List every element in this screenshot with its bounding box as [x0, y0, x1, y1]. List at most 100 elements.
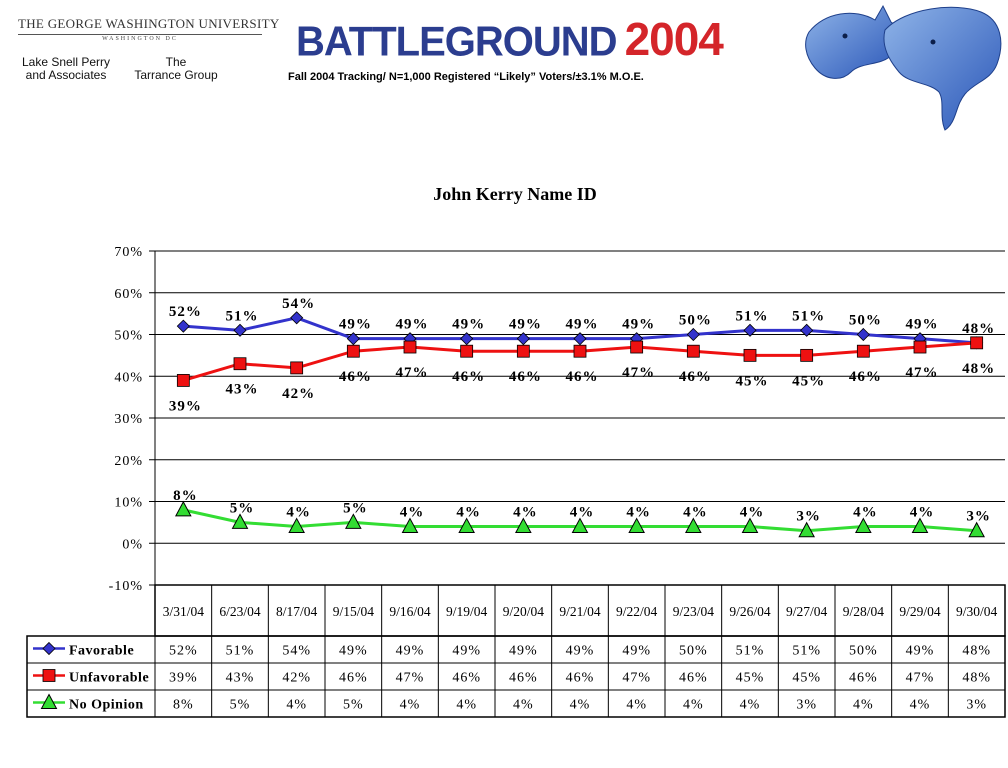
no-opinion-point: [968, 521, 986, 538]
favorable-data-label: 49%: [396, 317, 429, 333]
unfavorable-table-cell: 46%: [679, 671, 708, 686]
favorable-table-cell: 51%: [792, 644, 821, 659]
y-tick-label: 0%: [122, 537, 143, 552]
unfavorable-point: [176, 374, 190, 387]
favorable-data-label: 51%: [792, 308, 825, 324]
favorable-table-cell: 51%: [736, 644, 765, 659]
unfavorable-data-label: 46%: [339, 369, 372, 385]
favorable-point: [176, 319, 190, 333]
no-opinion-point: [798, 521, 816, 538]
unfavorable-point: [233, 357, 247, 371]
favorable-table-cell: 49%: [566, 644, 595, 659]
x-tick-label: 9/22/04: [616, 604, 658, 619]
unfavorable-table-cell: 46%: [339, 671, 368, 686]
no-opinion-table-cell: 4%: [286, 698, 307, 713]
unfavorable-data-label: 39%: [169, 398, 202, 414]
no-opinion-point: [514, 517, 532, 534]
favorable-table-cell: 49%: [906, 644, 935, 659]
university-logo: THE GEORGE WASHINGTON UNIVERSITY WASHING…: [18, 16, 279, 42]
favorable-point: [346, 332, 360, 346]
favorable-table-cell: 50%: [679, 644, 708, 659]
no-opinion-data-label: 4%: [740, 505, 765, 521]
unfavorable-data-label: 45%: [792, 373, 825, 389]
y-tick-label: 60%: [114, 287, 143, 302]
unfavorable-table-cell: 46%: [566, 671, 595, 686]
unfavorable-data-label: 45%: [736, 373, 769, 389]
favorable-table-cell: 54%: [282, 644, 311, 659]
no-opinion-legend-marker: [40, 693, 58, 709]
favorable-point: [573, 332, 587, 346]
x-tick-label: 9/20/04: [503, 604, 545, 619]
favorable-data-label: 51%: [226, 308, 259, 324]
x-tick-label: 9/16/04: [389, 604, 431, 619]
unfavorable-data-label: 47%: [396, 365, 429, 381]
favorable-data-label: 49%: [339, 317, 372, 333]
chart-title: John Kerry Name ID: [433, 184, 597, 204]
no-opinion-data-label: 4%: [286, 505, 311, 521]
no-opinion-table-cell: 3%: [796, 698, 817, 713]
x-tick-label: 6/23/04: [219, 604, 261, 619]
unfavorable-legend-marker: [42, 669, 56, 682]
unfavorable-table-cell: 42%: [282, 671, 311, 686]
no-opinion-table-cell: 4%: [683, 698, 704, 713]
partner2-line2: Tarrance Group: [134, 68, 218, 82]
favorable-data-label: 49%: [906, 317, 939, 333]
favorable-table-cell: 49%: [339, 644, 368, 659]
y-tick-label: 70%: [114, 245, 143, 260]
favorable-point: [743, 323, 757, 337]
unfavorable-point: [403, 340, 417, 354]
unfavorable-table-cell: 46%: [509, 671, 538, 686]
unfavorable-table-cell: 45%: [792, 671, 821, 686]
x-tick-label: 8/17/04: [276, 604, 318, 619]
y-tick-label: 30%: [114, 412, 143, 427]
unfavorable-legend-label: Unfavorable: [69, 671, 149, 686]
x-tick-label: 9/30/04: [956, 604, 998, 619]
y-tick-label: 40%: [114, 370, 143, 385]
favorable-data-label: 49%: [622, 317, 655, 333]
unfavorable-point: [516, 344, 530, 358]
no-opinion-table-cell: 5%: [343, 698, 364, 713]
no-opinion-point: [231, 513, 249, 529]
logo-word: BATTLEGROUND: [296, 18, 618, 66]
no-opinion-data-label: 5%: [343, 500, 368, 516]
favorable-legend-marker: [42, 641, 56, 656]
x-tick-label: 9/26/04: [729, 604, 771, 619]
no-opinion-data-label: 3%: [966, 509, 991, 525]
no-opinion-table-cell: 5%: [230, 698, 251, 713]
favorable-point: [233, 323, 247, 337]
no-opinion-legend-label: No Opinion: [69, 698, 144, 713]
y-tick-label: 20%: [114, 454, 143, 469]
no-opinion-point: [174, 500, 192, 517]
unfavorable-point: [630, 340, 644, 354]
favorable-table-cell: 49%: [396, 644, 425, 659]
no-opinion-table-cell: 4%: [456, 698, 477, 713]
favorable-point: [516, 332, 530, 346]
favorable-table-cell: 49%: [509, 644, 538, 659]
unfavorable-table-cell: 47%: [396, 671, 425, 686]
favorable-table-cell: 51%: [226, 644, 255, 659]
y-tick-label: 10%: [114, 496, 143, 511]
favorable-data-label: 49%: [566, 317, 599, 333]
unfavorable-table-cell: 43%: [226, 671, 255, 686]
no-opinion-data-label: 4%: [626, 505, 651, 521]
favorable-legend-label: Favorable: [69, 644, 134, 659]
no-opinion-data-label: 4%: [570, 505, 595, 521]
unfavorable-point: [573, 344, 587, 358]
no-opinion-table-cell: 4%: [853, 698, 874, 713]
y-tick-label: 50%: [114, 329, 143, 344]
favorable-table-cell: 49%: [622, 644, 651, 659]
no-opinion-point: [741, 517, 759, 534]
unfavorable-table-cell: 46%: [849, 671, 878, 686]
unfavorable-point: [970, 336, 984, 350]
no-opinion-point: [684, 517, 702, 534]
no-opinion-table-cell: 4%: [740, 698, 761, 713]
x-tick-label: 9/21/04: [559, 604, 601, 619]
no-opinion-table-cell: 4%: [910, 698, 931, 713]
no-opinion-data-label: 4%: [910, 505, 935, 521]
unfavorable-table-cell: 48%: [962, 671, 991, 686]
partner-tarrance: The Tarrance Group: [128, 56, 224, 82]
partner2-line1: The: [165, 55, 187, 69]
no-opinion-data-label: 4%: [513, 505, 538, 521]
favorable-data-label: 50%: [849, 313, 882, 329]
favorable-table-cell: 52%: [169, 644, 198, 659]
